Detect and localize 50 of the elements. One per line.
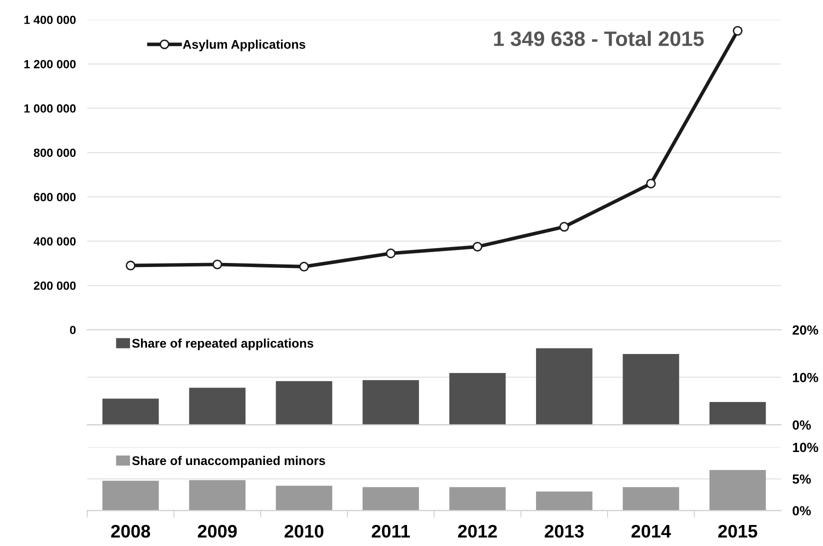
bar	[189, 388, 246, 425]
bar	[102, 480, 159, 511]
y2-tick-label: 5%	[792, 474, 811, 484]
point	[732, 26, 743, 36]
y-tick-label: 800 000	[34, 148, 76, 157]
y2-tick-label: 10%	[792, 442, 818, 452]
legend-label: Asylum Applications	[182, 40, 306, 52]
y-tick-label: 600 000	[34, 192, 76, 202]
legend-label: Share of unaccompanied minors	[132, 456, 326, 468]
x-tick-label: 2011	[372, 524, 410, 538]
point	[559, 222, 570, 232]
bar	[622, 487, 680, 511]
point	[646, 178, 656, 188]
bar	[449, 487, 506, 511]
bar	[449, 373, 506, 425]
bar	[709, 402, 766, 425]
annotation: 1 349 638 - Total 2015	[494, 30, 704, 46]
y2-tick-label: 0%	[792, 506, 811, 516]
bar	[102, 398, 159, 425]
y-tick-label: 200 000	[34, 282, 76, 290]
bar	[276, 381, 332, 425]
x-tick-label: 2014	[631, 524, 671, 538]
y-tick-label: 1 400 000	[24, 16, 76, 24]
bar	[362, 380, 419, 425]
x-tick-label: 2010	[284, 524, 324, 538]
x-tick-label: 2009	[198, 524, 237, 538]
y-tick-label: 400 000	[34, 237, 76, 246]
x-tick-label: 2008	[111, 524, 150, 538]
bar	[276, 486, 332, 511]
point	[212, 260, 222, 270]
y2-tick-label: 10%	[792, 372, 818, 382]
point	[126, 260, 136, 270]
y-tick-label: 1 200 000	[24, 60, 76, 68]
x-tick-label: 2012	[458, 524, 497, 538]
bar	[536, 348, 592, 425]
y-tick-label: 0	[70, 326, 76, 334]
bar	[709, 470, 766, 511]
x-tick-label: 2015	[718, 524, 758, 538]
legend-label: Share of repeated applications	[132, 338, 314, 350]
bar	[622, 354, 680, 425]
point	[386, 248, 396, 258]
bar	[536, 492, 592, 511]
bar	[189, 480, 246, 511]
x-tick-label: 2013	[544, 524, 584, 538]
bar	[362, 487, 419, 511]
point	[472, 242, 482, 252]
y2-tick-label: 20%	[792, 325, 818, 335]
y-tick-label: 1 000 000	[24, 104, 76, 113]
point	[299, 262, 309, 272]
y2-tick-label: 0%	[792, 420, 811, 430]
